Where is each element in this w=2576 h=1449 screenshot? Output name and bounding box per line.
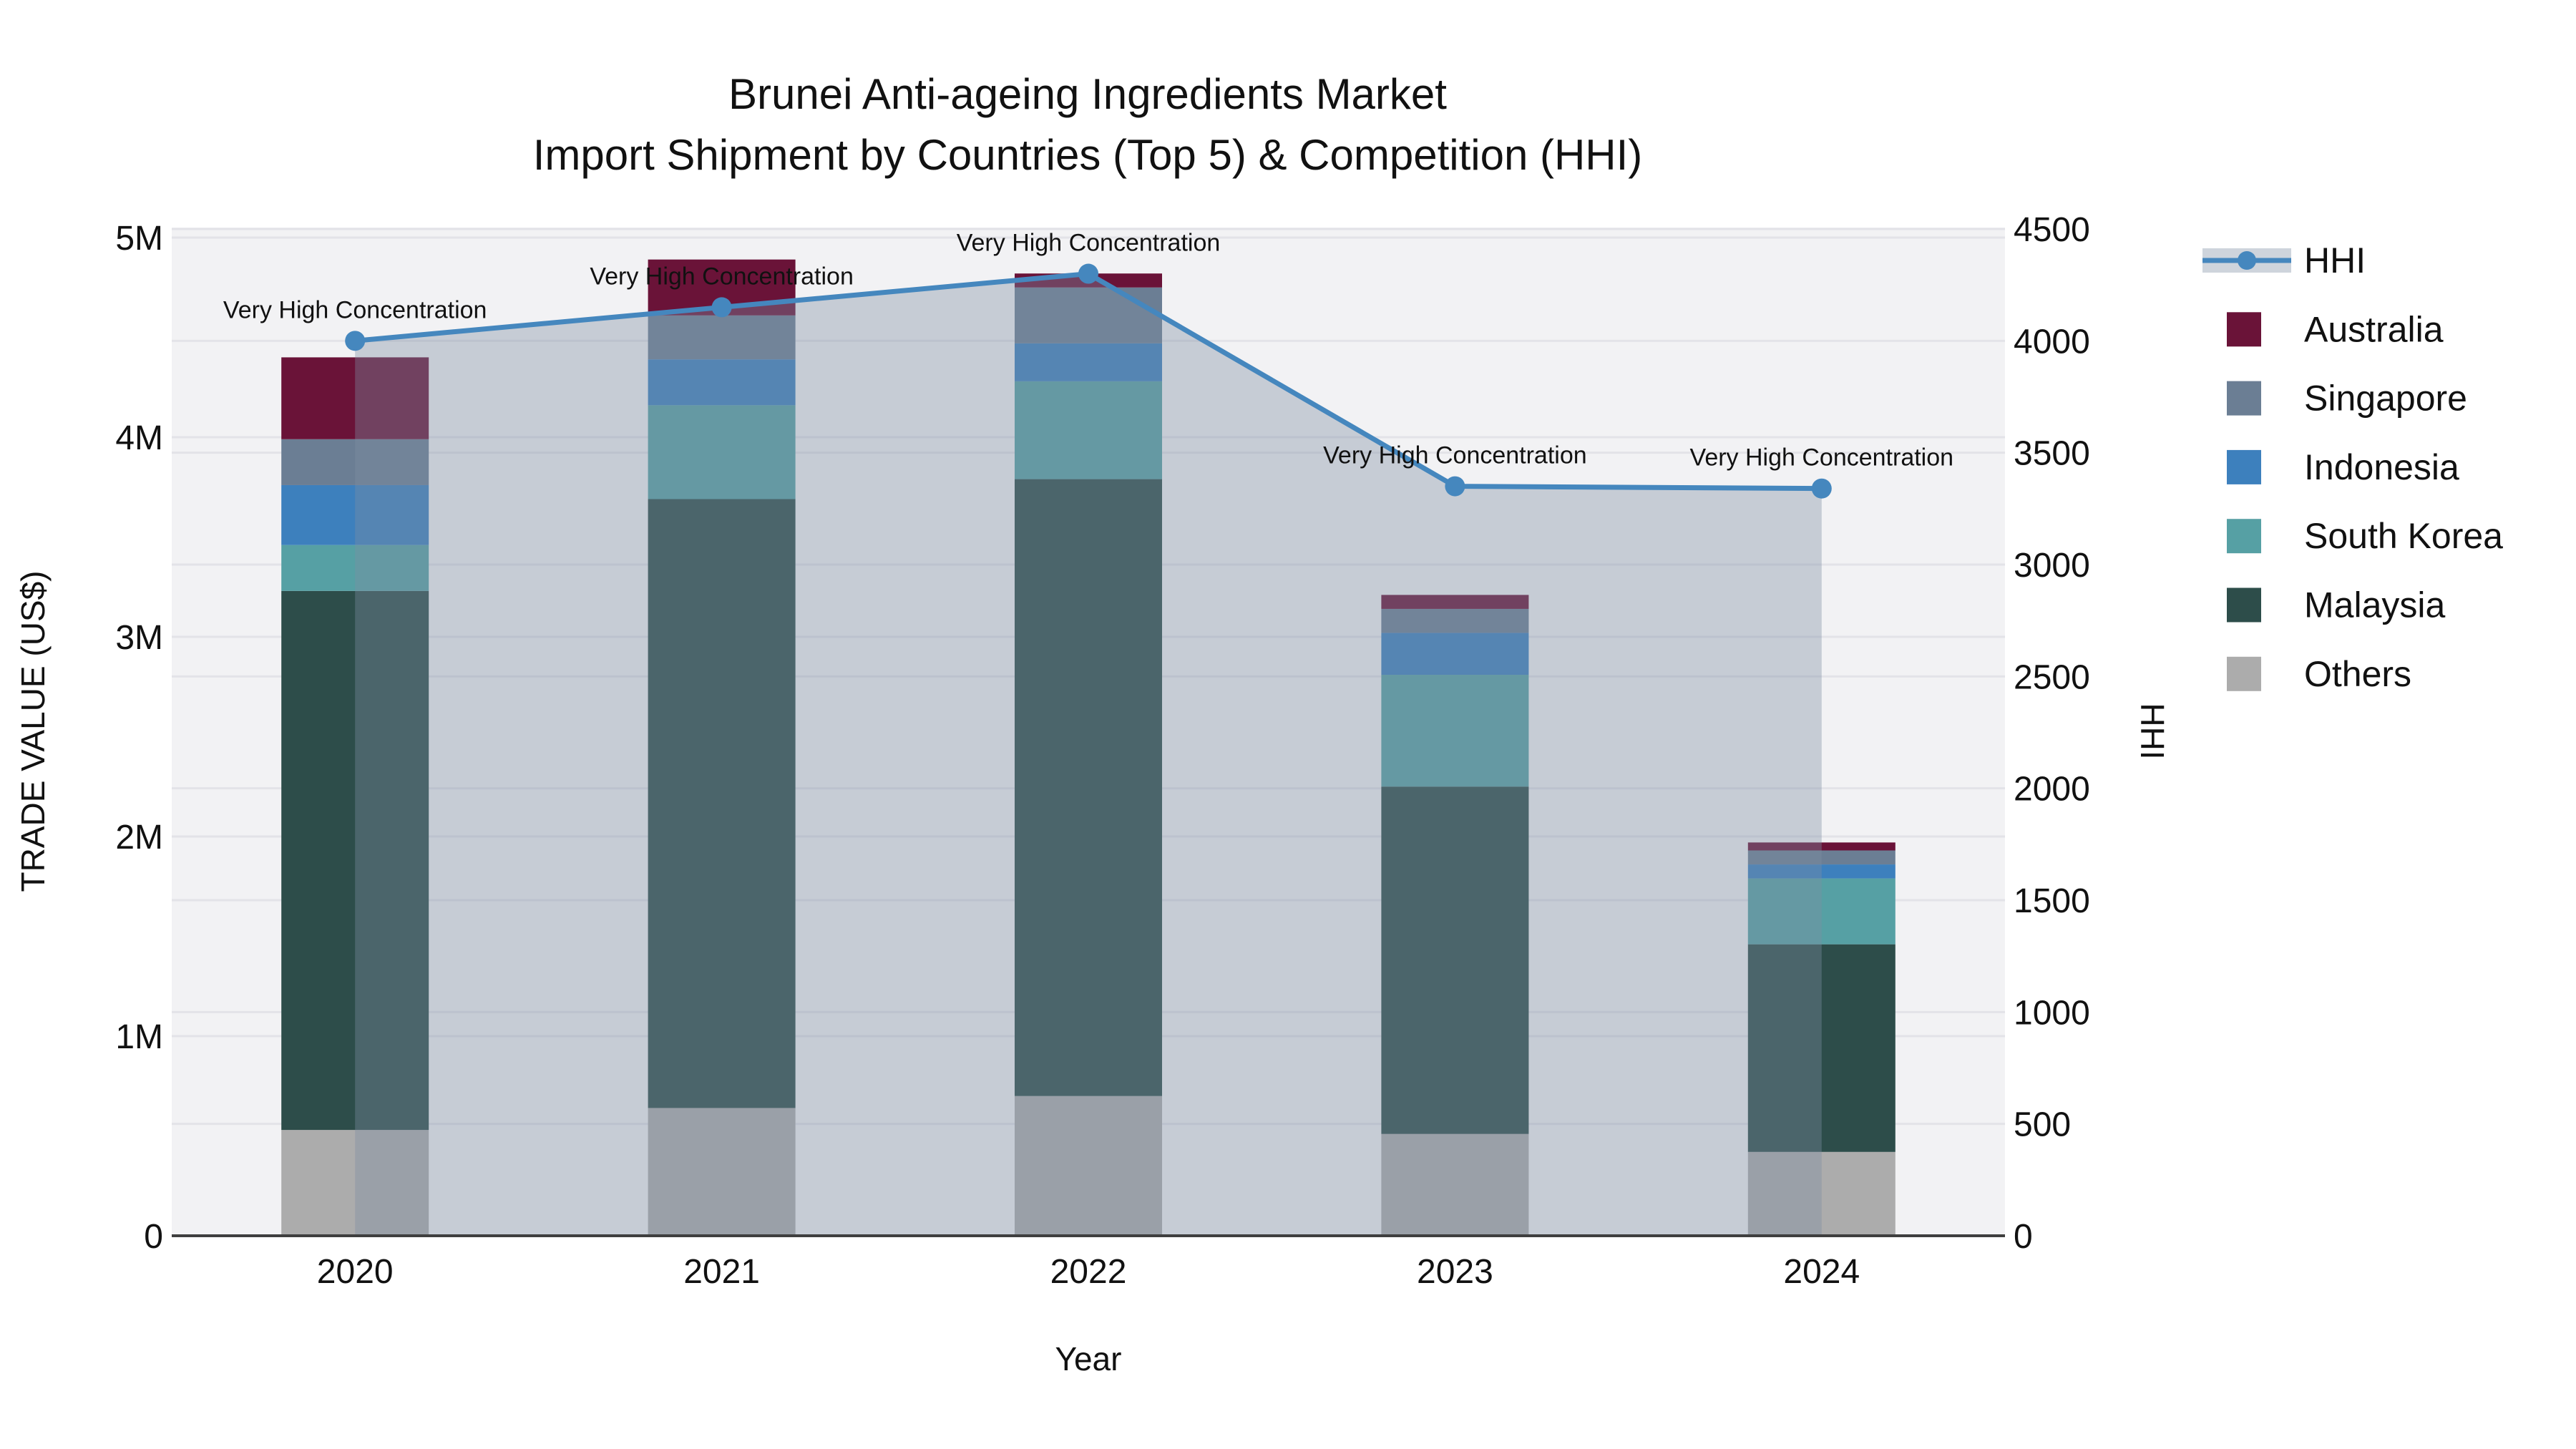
legend-item-singapore[interactable]: Singapore: [2227, 379, 2467, 419]
y-axis-left-tick: 1M: [115, 1018, 163, 1056]
bar-segment-others[interactable]: [281, 1130, 429, 1236]
annotation-very-high-concentration: Very High Concentration: [223, 296, 487, 323]
bar-segment-singapore[interactable]: [281, 439, 429, 485]
annotation-very-high-concentration: Very High Concentration: [957, 230, 1221, 257]
legend-label: South Korea: [2304, 516, 2503, 556]
chart-title-line2: Import Shipment by Countries (Top 5) & C…: [533, 131, 1643, 179]
annotation-very-high-concentration: Very High Concentration: [1323, 442, 1587, 469]
y-axis-right-tick: 3500: [2014, 435, 2090, 473]
x-axis-title: Year: [1055, 1340, 1122, 1377]
bar-segment-south-korea[interactable]: [281, 545, 429, 591]
y-axis-left-tick: 5M: [115, 220, 163, 258]
bar-segment-singapore[interactable]: [1747, 850, 1896, 865]
bar-segment-others[interactable]: [1747, 1151, 1896, 1236]
annotation-very-high-concentration: Very High Concentration: [590, 263, 854, 290]
bar-segment-indonesia[interactable]: [1747, 864, 1896, 879]
bar-segment-south-korea[interactable]: [1015, 381, 1162, 479]
y-axis-left-tick: 2M: [115, 819, 163, 857]
y-axis-right-tick: 4500: [2014, 211, 2090, 249]
y-axis-right-tick: 4000: [2014, 323, 2090, 361]
x-axis-tick-year: 2021: [683, 1253, 760, 1291]
bar-segment-malaysia[interactable]: [648, 499, 796, 1108]
legend-label: HHI: [2304, 240, 2366, 280]
y-axis-left-tick: 0: [144, 1218, 163, 1256]
legend-item-others[interactable]: Others: [2227, 654, 2411, 694]
y-axis-title-right: HHI: [2134, 703, 2171, 759]
y-axis-right-tick: 1000: [2014, 994, 2090, 1032]
legend-item-malaysia[interactable]: Malaysia: [2227, 585, 2445, 625]
hhi-marker[interactable]: [1078, 263, 1098, 284]
y-axis-right-tick: 3000: [2014, 547, 2090, 585]
y-axis-title-left: TRADE VALUE (US$): [14, 570, 52, 892]
bar-segment-indonesia[interactable]: [281, 484, 429, 545]
legend-color-swatch: [2227, 519, 2261, 554]
legend-label: Malaysia: [2304, 585, 2445, 625]
legend-label: Others: [2304, 654, 2411, 694]
bar-segment-australia[interactable]: [1381, 595, 1529, 609]
legend-label: Indonesia: [2304, 447, 2459, 487]
legend-item-south-korea[interactable]: South Korea: [2227, 516, 2503, 556]
legend-color-swatch: [2227, 312, 2261, 347]
bar-segment-malaysia[interactable]: [281, 590, 429, 1131]
legend-label: Australia: [2304, 309, 2444, 349]
x-axis-tick-year: 2022: [1050, 1253, 1127, 1291]
bar-segment-others[interactable]: [1381, 1133, 1529, 1236]
x-axis-tick-year: 2020: [317, 1253, 394, 1291]
bar-segment-malaysia[interactable]: [1747, 944, 1896, 1152]
y-axis-right-tick: 0: [2014, 1218, 2033, 1256]
y-axis-left-tick: 4M: [115, 419, 163, 457]
bar-segment-south-korea[interactable]: [648, 405, 796, 499]
legend-color-swatch: [2227, 449, 2261, 484]
bar-segment-australia[interactable]: [281, 357, 429, 439]
legend-color-swatch: [2227, 381, 2261, 416]
hhi-marker[interactable]: [711, 297, 732, 318]
legend-item-hhi[interactable]: HHI: [2202, 240, 2366, 280]
bar-segment-indonesia[interactable]: [648, 359, 796, 406]
legend-hhi-marker: [2238, 251, 2256, 270]
y-axis-left-tick: 3M: [115, 619, 163, 657]
y-axis-right-tick: 2000: [2014, 771, 2090, 809]
hhi-area-fill: [355, 273, 1822, 1236]
annotation-very-high-concentration: Very High Concentration: [1690, 444, 1954, 472]
bar-segment-malaysia[interactable]: [1381, 786, 1529, 1134]
y-axis-right-tick: 1500: [2014, 882, 2090, 920]
bar-segment-singapore[interactable]: [1381, 608, 1529, 633]
legend-label: Singapore: [2304, 379, 2467, 419]
bar-segment-australia[interactable]: [1747, 842, 1896, 851]
bar-segment-others[interactable]: [1015, 1096, 1162, 1236]
y-axis-right-tick: 500: [2014, 1106, 2071, 1144]
hhi-marker[interactable]: [1811, 478, 1832, 499]
hhi-marker[interactable]: [345, 331, 366, 351]
bar-segment-south-korea[interactable]: [1747, 878, 1896, 945]
legend-color-swatch: [2227, 587, 2261, 623]
bar-segment-others[interactable]: [648, 1108, 796, 1236]
y-axis-right-tick: 2500: [2014, 658, 2090, 696]
bar-segment-south-korea[interactable]: [1381, 675, 1529, 787]
x-axis-tick-year: 2024: [1783, 1253, 1860, 1291]
bar-segment-indonesia[interactable]: [1381, 633, 1529, 675]
legend-item-indonesia[interactable]: Indonesia: [2227, 447, 2459, 487]
x-axis-tick-year: 2023: [1417, 1253, 1493, 1291]
bar-segment-indonesia[interactable]: [1015, 343, 1162, 381]
bar-segment-singapore[interactable]: [648, 315, 796, 360]
chart-title-line1: Brunei Anti-ageing Ingredients Market: [728, 70, 1447, 118]
bar-segment-malaysia[interactable]: [1015, 479, 1162, 1096]
bar-segment-singapore[interactable]: [1015, 287, 1162, 343]
legend-color-swatch: [2227, 656, 2261, 691]
legend-item-australia[interactable]: Australia: [2227, 309, 2444, 349]
hhi-marker[interactable]: [1445, 476, 1465, 497]
